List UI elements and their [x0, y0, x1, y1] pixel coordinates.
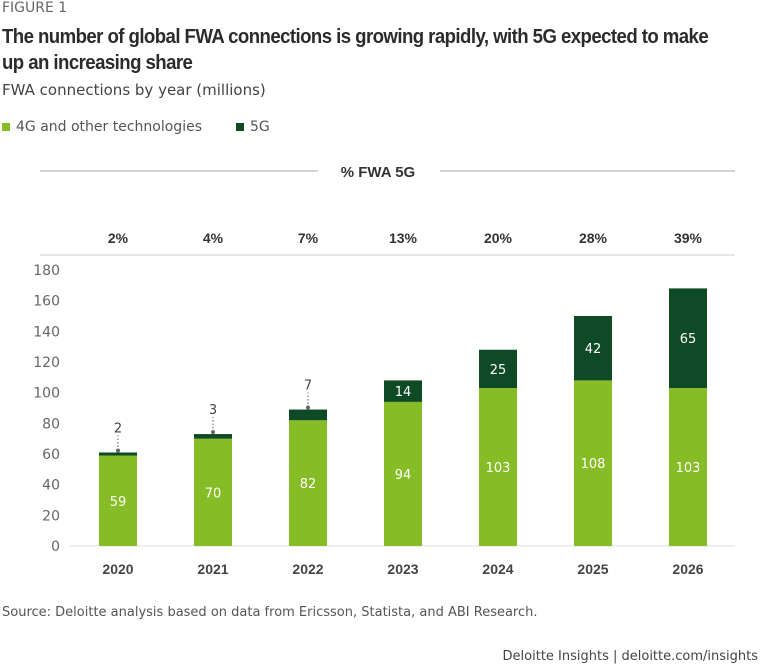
- leader-dot-5g: [116, 448, 120, 453]
- x-tick-label: 2022: [292, 561, 323, 577]
- leader-dot-5g: [306, 405, 310, 410]
- legend-swatch-5g: [236, 123, 244, 131]
- y-tick-label: 180: [33, 263, 60, 279]
- data-label-5g: 42: [585, 342, 602, 357]
- bar-5g: [669, 288, 707, 389]
- y-tick-label: 140: [33, 324, 60, 340]
- legend-item-4g: 4G and other technologies: [2, 119, 202, 135]
- data-label-5g: 3: [209, 403, 217, 418]
- x-tick-label: 2021: [197, 561, 228, 577]
- bar-4g: [289, 420, 327, 546]
- percent-5g-label: 13%: [389, 230, 418, 246]
- percent-header-label: % FWA 5G: [341, 164, 415, 181]
- percent-5g-label: 28%: [579, 230, 608, 246]
- bar-4g: [99, 455, 137, 546]
- bar-5g: [384, 380, 422, 402]
- bar-5g: [574, 316, 612, 381]
- data-label-4g: 103: [486, 461, 511, 476]
- bar-4g: [194, 438, 232, 546]
- bar-5g: [194, 434, 232, 439]
- data-label-4g: 103: [676, 461, 701, 476]
- data-label-4g: 59: [110, 495, 127, 510]
- x-tick-label: 2025: [577, 561, 608, 577]
- footer-credit: Deloitte Insights | deloitte.com/insight…: [502, 649, 758, 664]
- y-tick-label: 0: [51, 539, 60, 555]
- bar-4g: [574, 380, 612, 546]
- figure-label: FIGURE 1: [2, 0, 68, 16]
- legend-label-4g: 4G and other technologies: [16, 119, 202, 135]
- y-tick-label: 120: [33, 355, 60, 371]
- y-tick-label: 40: [42, 478, 60, 494]
- percent-5g-label: 20%: [484, 230, 513, 246]
- bar-4g: [669, 388, 707, 546]
- legend-label-5g: 5G: [250, 119, 270, 135]
- legend-item-5g: 5G: [236, 119, 270, 135]
- y-tick-label: 20: [42, 508, 60, 524]
- percent-5g-label: 7%: [298, 230, 319, 246]
- x-tick-label: 2026: [672, 561, 703, 577]
- bar-5g: [289, 409, 327, 421]
- percent-5g-label: 4%: [203, 230, 224, 246]
- chart-title: The number of global FWA connections is …: [2, 26, 709, 74]
- percent-5g-label: 39%: [674, 230, 703, 246]
- y-tick-label: 60: [42, 447, 60, 463]
- legend: 4G and other technologies 5G: [2, 119, 270, 135]
- x-tick-label: 2023: [387, 561, 418, 577]
- percent-5g-label: 2%: [108, 230, 129, 246]
- legend-swatch-4g: [2, 123, 10, 131]
- bar-5g: [99, 452, 137, 456]
- y-tick-label: 80: [42, 416, 60, 432]
- data-label-5g: 7: [304, 379, 312, 394]
- data-label-4g: 70: [205, 486, 222, 501]
- bar-4g: [479, 388, 517, 546]
- source-note: Source: Deloitte analysis based on data …: [2, 605, 538, 620]
- bar-4g: [384, 401, 422, 546]
- x-tick-label: 2024: [482, 561, 513, 577]
- y-tick-label: 100: [33, 386, 60, 402]
- x-tick-label: 2020: [102, 561, 133, 577]
- data-label-4g: 82: [300, 477, 317, 492]
- data-label-5g: 14: [395, 385, 412, 400]
- data-label-5g: 25: [490, 363, 507, 378]
- bar-5g: [479, 349, 517, 389]
- y-tick-label: 160: [33, 294, 60, 310]
- leader-dot-5g: [211, 430, 215, 435]
- data-label-4g: 94: [395, 468, 412, 483]
- data-label-5g: 2: [114, 421, 122, 436]
- data-label-5g: 65: [680, 332, 697, 347]
- data-label-4g: 108: [581, 457, 606, 472]
- chart-subtitle: FWA connections by year (millions): [2, 81, 266, 99]
